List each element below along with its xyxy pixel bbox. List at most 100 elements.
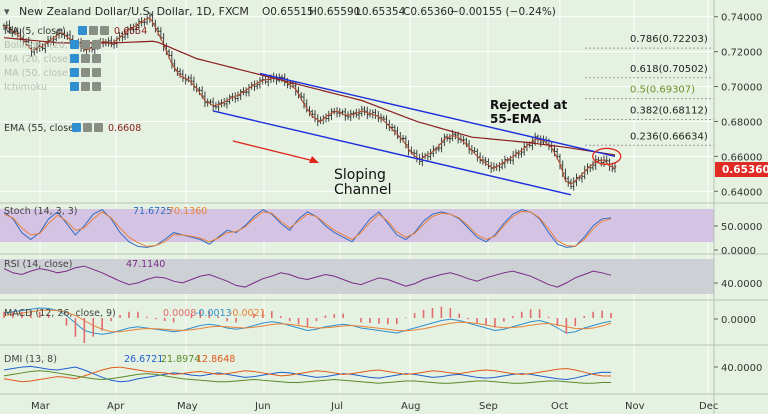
dmi-tick-40: 40.0000 xyxy=(721,363,762,374)
dmi-title: DMI (13, 8) xyxy=(4,354,57,365)
macd-tick-0: 0.0000 xyxy=(721,315,756,326)
visibility-icon xyxy=(70,82,79,91)
macd-title-row: MACD (12, 26, close, 9) 0.0008 -0.0013 -… xyxy=(4,308,266,319)
settings-icon xyxy=(81,54,90,63)
dmi-minus-value: 12.8648 xyxy=(196,354,235,365)
-k-line xyxy=(3,208,612,248)
close-icon xyxy=(92,82,101,91)
collapse-arrow-icon[interactable]: ▾ xyxy=(4,5,10,18)
price-bar xyxy=(605,155,609,164)
ma5-line xyxy=(3,16,616,185)
rsi-title: RSI (14, close) xyxy=(4,259,72,270)
rsi-panel[interactable] xyxy=(3,265,612,288)
price-bar xyxy=(591,160,595,171)
price-bar xyxy=(357,108,361,120)
price-bar xyxy=(393,124,397,136)
legend-label-4: Ichimoku xyxy=(4,82,47,93)
rsi-tick-40: 40.0000 xyxy=(721,279,762,290)
channel-upper-line[interactable] xyxy=(259,72,616,158)
macd-signal-value: -0.0021 xyxy=(229,308,266,319)
price-bar xyxy=(465,137,468,148)
stoch-panel[interactable] xyxy=(3,208,612,248)
price-bar xyxy=(429,148,432,161)
channel-label-line2: Channel xyxy=(334,182,391,198)
fib-label-1: 0.618(0.70502) xyxy=(630,64,708,75)
legend-icons-3 xyxy=(70,68,101,77)
price-bar xyxy=(107,37,110,47)
last-price-tag: 0.65360 xyxy=(715,162,768,177)
adx-line xyxy=(3,370,612,384)
macd-line-value: -0.0013 xyxy=(195,308,232,319)
visibility-icon xyxy=(72,123,81,132)
price-bar xyxy=(509,155,512,164)
price-bar xyxy=(16,27,20,38)
price-bar xyxy=(203,91,207,108)
visibility-icon xyxy=(70,40,79,49)
settings-icon xyxy=(81,40,90,49)
grid xyxy=(0,0,714,394)
settings-icon xyxy=(83,123,92,132)
price-bar xyxy=(244,87,248,97)
stoch-title-row: Stoch (14, 3, 3) 71.6725 70.1360 xyxy=(4,206,207,217)
close-icon xyxy=(92,68,101,77)
legend-icons-4 xyxy=(70,82,101,91)
indicator-legend[interactable]: MA (5, close) 0.6554 Bollinger (20, 2) MA (… xyxy=(4,26,147,134)
visibility-icon xyxy=(70,54,79,63)
price-bar xyxy=(448,133,452,144)
rejection-label: Rejected at 55-EMA xyxy=(490,98,567,126)
month-label-mar: Mar xyxy=(31,401,51,412)
price-bar xyxy=(330,108,333,121)
change-value: −0.00155 (−0.24%) xyxy=(450,6,556,18)
stoch-tick-0: 0.0000 xyxy=(721,246,756,257)
month-label-apr: Apr xyxy=(107,401,125,412)
rsi-title-row: RSI (14, close) 47.1140 xyxy=(4,259,165,270)
last-price-text: 0.65360 xyxy=(722,164,768,176)
price-bar xyxy=(412,149,416,158)
legend-label-5: EMA (55, close) xyxy=(4,123,78,134)
symbol-title: New Zealand Dollar/U.S. Dollar, 1D, FXCM xyxy=(19,5,249,18)
price-bar xyxy=(343,108,347,121)
price-bar xyxy=(484,156,487,167)
trend-arrow[interactable] xyxy=(232,140,319,163)
price-bar xyxy=(198,86,201,96)
channel-label: Sloping Channel xyxy=(334,167,391,198)
price-tick-3: 0.68000 xyxy=(721,117,762,128)
rejection-ellipse[interactable] xyxy=(592,147,622,166)
close-icon xyxy=(92,40,101,49)
stoch-band xyxy=(0,209,714,242)
dmi-adx-value: 21.8974 xyxy=(161,354,200,365)
month-label-sep: Sep xyxy=(479,401,498,412)
legend-icons-1 xyxy=(70,40,101,49)
legend-label-2: MA (20, close) xyxy=(4,54,72,65)
settings-icon xyxy=(81,82,90,91)
month-label-may: May xyxy=(177,401,198,412)
stoch-k-value: 71.6725 xyxy=(133,206,172,217)
price-bar xyxy=(594,155,598,170)
fib-label-4: 0.236(0.66634) xyxy=(630,131,708,142)
price-bar xyxy=(110,36,113,48)
price-bar xyxy=(349,109,353,122)
header: ▾ New Zealand Dollar/U.S. Dollar, 1D, FX… xyxy=(4,5,556,18)
macd-title: MACD (12, 26, close, 9) xyxy=(4,308,116,319)
price-bar xyxy=(211,97,215,112)
price-bar xyxy=(487,158,490,170)
channel-lower-line[interactable] xyxy=(213,110,572,196)
time-axis[interactable]: Mar Apr May Jun Jul Aug Sep Oct Nov Dec xyxy=(31,401,718,412)
legend-label-3: MA (50, close) xyxy=(4,68,72,79)
dmi-panel[interactable] xyxy=(3,365,612,384)
indicator-axis[interactable]: 50.0000 0.0000 40.0000 0.0000 40.0000 xyxy=(714,222,762,374)
price-bar xyxy=(123,30,127,40)
visibility-icon xyxy=(70,68,79,77)
price-bar xyxy=(41,43,44,51)
macd-panel[interactable] xyxy=(3,306,612,343)
price-axis[interactable]: 0.74000 0.72000 0.70000 0.68000 0.66000 0.640… xyxy=(714,13,762,199)
month-label-jun: Jun xyxy=(254,401,271,412)
ohlc-o: O0.65515 xyxy=(262,6,314,18)
close-icon xyxy=(94,123,103,132)
price-bar xyxy=(396,126,399,140)
price-bar xyxy=(214,102,218,110)
price-bar xyxy=(363,106,366,116)
